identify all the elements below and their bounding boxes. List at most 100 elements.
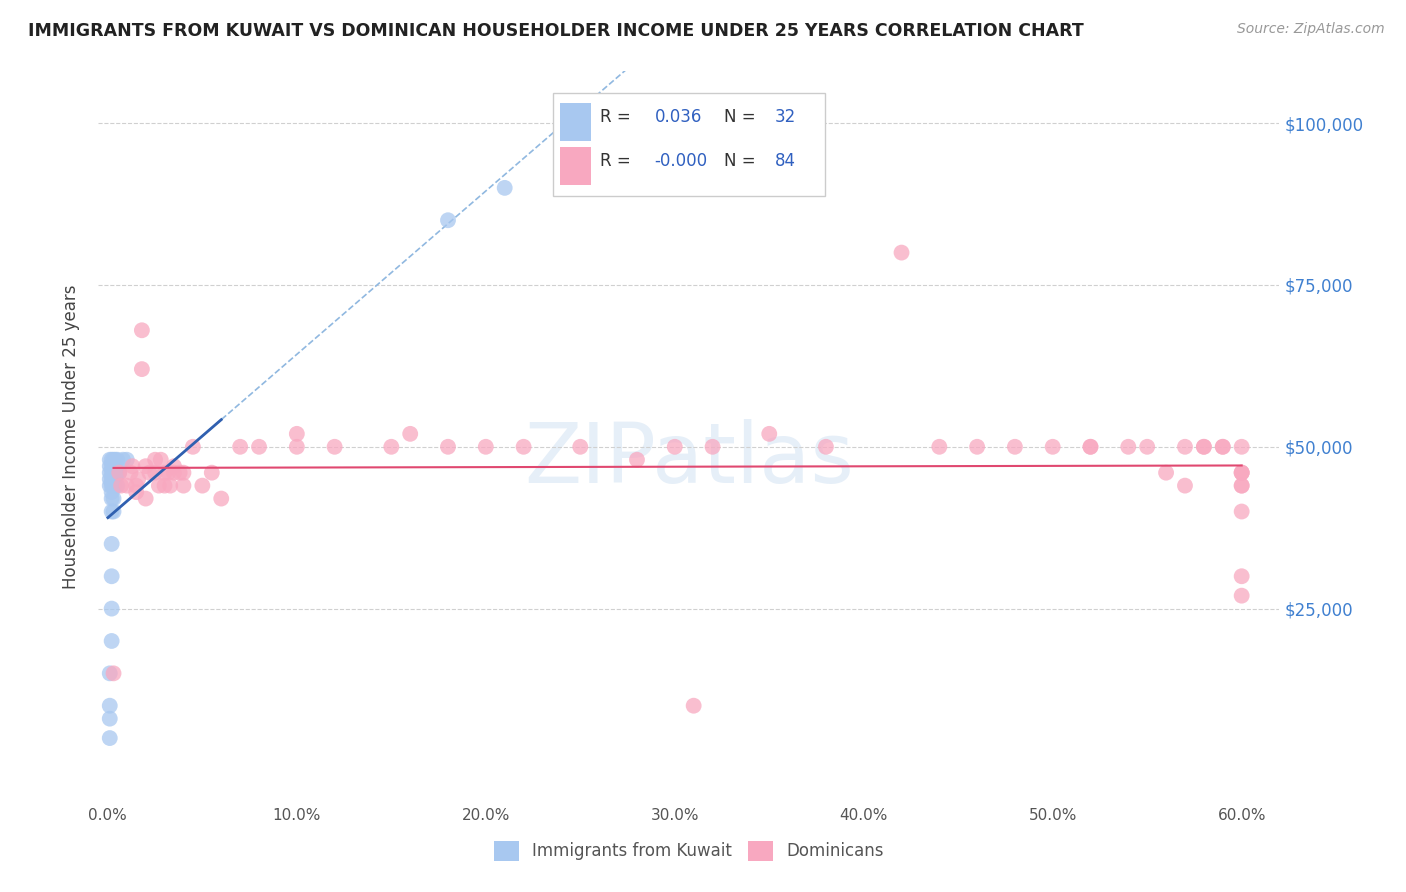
Point	[100, 504, 122, 518]
Point	[494, 181, 516, 195]
Point	[98, 459, 121, 474]
Point	[890, 245, 912, 260]
Point	[399, 426, 422, 441]
Point	[100, 491, 122, 506]
Point	[143, 466, 166, 480]
Point	[105, 452, 128, 467]
Point	[149, 452, 172, 467]
Point	[125, 485, 148, 500]
Point	[323, 440, 346, 454]
Point	[1080, 440, 1102, 454]
Point	[143, 452, 166, 467]
Point	[1192, 440, 1215, 454]
Point	[1230, 478, 1253, 492]
Point	[437, 213, 460, 227]
Point	[131, 362, 153, 376]
Point	[1230, 466, 1253, 480]
Point	[247, 440, 270, 454]
FancyBboxPatch shape	[553, 94, 825, 195]
Text: 84: 84	[775, 152, 796, 169]
Point	[191, 478, 214, 492]
Point	[105, 466, 128, 480]
Point	[285, 440, 308, 454]
Point	[98, 478, 121, 492]
Text: N =: N =	[724, 152, 756, 169]
Point	[1004, 440, 1026, 454]
Point	[100, 466, 122, 480]
Point	[285, 426, 308, 441]
Point	[163, 466, 186, 480]
Point	[100, 475, 122, 490]
Point	[100, 472, 122, 486]
Point	[1212, 440, 1234, 454]
Point	[169, 466, 191, 480]
Point	[1230, 440, 1253, 454]
Text: 32: 32	[775, 108, 796, 126]
Point	[159, 478, 181, 492]
Point	[98, 452, 121, 467]
Point	[626, 452, 648, 467]
Point	[104, 472, 127, 486]
Point	[98, 666, 121, 681]
Point	[135, 491, 157, 506]
Point	[1230, 589, 1253, 603]
Point	[100, 459, 122, 474]
Point	[148, 478, 170, 492]
Point	[163, 459, 186, 474]
Point	[475, 440, 498, 454]
Point	[115, 452, 138, 467]
Point	[100, 569, 122, 583]
Point	[1116, 440, 1139, 454]
Point	[928, 440, 950, 454]
Point	[814, 440, 837, 454]
Point	[153, 478, 176, 492]
Point	[104, 466, 127, 480]
Point	[201, 466, 224, 480]
Point	[108, 466, 131, 480]
Point	[98, 472, 121, 486]
Point	[1230, 504, 1253, 518]
Point	[1136, 440, 1159, 454]
FancyBboxPatch shape	[560, 146, 591, 185]
Point	[120, 466, 142, 480]
Point	[110, 478, 132, 492]
Point	[664, 440, 686, 454]
Point	[103, 504, 125, 518]
Point	[1174, 440, 1197, 454]
Point	[103, 491, 125, 506]
Text: R =: R =	[600, 152, 631, 169]
Point	[437, 440, 460, 454]
FancyBboxPatch shape	[560, 103, 591, 141]
Point	[103, 452, 125, 467]
Point	[100, 452, 122, 467]
Point	[758, 426, 780, 441]
Point	[127, 472, 149, 486]
Point	[209, 491, 232, 506]
Point	[682, 698, 704, 713]
Point	[108, 466, 131, 480]
Point	[100, 601, 122, 615]
Point	[172, 466, 194, 480]
Text: ZIPatlas: ZIPatlas	[524, 418, 853, 500]
Point	[1042, 440, 1064, 454]
Text: Source: ZipAtlas.com: Source: ZipAtlas.com	[1237, 22, 1385, 37]
Point	[229, 440, 252, 454]
Point	[98, 712, 121, 726]
Point	[111, 452, 134, 467]
Y-axis label: Householder Income Under 25 years: Householder Income Under 25 years	[62, 285, 80, 590]
Point	[1212, 440, 1234, 454]
Point	[103, 472, 125, 486]
Point	[181, 440, 204, 454]
Point	[121, 459, 143, 474]
Point	[1080, 440, 1102, 454]
Text: IMMIGRANTS FROM KUWAIT VS DOMINICAN HOUSEHOLDER INCOME UNDER 25 YEARS CORRELATIO: IMMIGRANTS FROM KUWAIT VS DOMINICAN HOUS…	[28, 22, 1084, 40]
Text: R =: R =	[600, 108, 631, 126]
Point	[115, 478, 138, 492]
Point	[1230, 466, 1253, 480]
Point	[103, 478, 125, 492]
Point	[103, 459, 125, 474]
Point	[1230, 466, 1253, 480]
Point	[100, 537, 122, 551]
Text: -0.000: -0.000	[655, 152, 707, 169]
Point	[1192, 440, 1215, 454]
